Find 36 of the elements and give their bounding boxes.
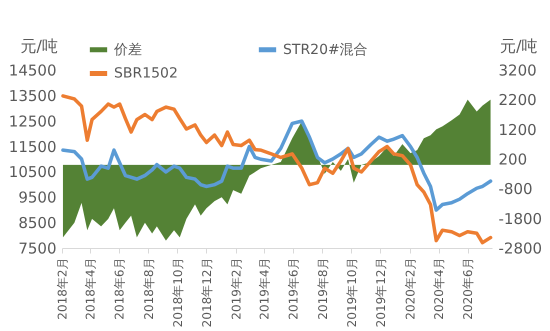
y-tick-label: 8500 [18, 214, 56, 232]
line-series [61, 119, 492, 212]
x-tick-label: 2020年6月 [461, 258, 476, 320]
x-tick-label: 2018年12月 [200, 258, 214, 328]
y-tick-label: 11500 [8, 138, 56, 156]
y-tick-label: 13500 [8, 86, 56, 105]
y2-tick-label: 200 [498, 150, 528, 168]
y2-tick-label: 2200 [498, 91, 537, 110]
y2-tick-label: 3200 [498, 62, 537, 80]
y2-tick-label: -2800 [498, 240, 542, 258]
x-tick-label: 2018年8月 [142, 258, 156, 320]
x-tick-label: 2018年10月 [170, 258, 185, 328]
x-tick-label: 2018年6月 [112, 258, 127, 320]
x-tick-label: 2018年2月 [56, 258, 70, 320]
y-axis-title: 元/吨 [20, 36, 58, 56]
y2-tick-label: -1800 [498, 210, 542, 228]
x-tick-label: 2019年4月 [258, 258, 272, 320]
y-tick-label: 12500 [8, 112, 56, 130]
y-tick-label: 14500 [8, 62, 56, 80]
y-tick-label: 10500 [8, 163, 56, 182]
y2-tick-label: 1200 [498, 120, 537, 139]
x-tick-label: 2019年10月 [344, 258, 359, 328]
y2-tick-label: -800 [498, 180, 533, 198]
legend-label: SBR1502 [114, 66, 178, 82]
x-tick-label: 2020年2月 [404, 258, 418, 320]
x-tick-label: 2018年4月 [84, 258, 98, 320]
y-tick-label: 7500 [18, 240, 56, 258]
x-tick-label: 2019年6月 [286, 258, 301, 320]
y-tick-label: 9500 [18, 188, 56, 207]
legend-label: 价差 [113, 42, 142, 58]
x-tick-label: 2019年2月 [230, 258, 244, 320]
x-tick-label: 2019年8月 [316, 258, 330, 320]
x-tick-label: 2019年12月 [374, 258, 388, 328]
x-tick-label: 2020年4月 [432, 258, 446, 320]
legend-label: STR20#混合 [283, 42, 368, 58]
y2-axis-title: 元/吨 [500, 36, 538, 56]
